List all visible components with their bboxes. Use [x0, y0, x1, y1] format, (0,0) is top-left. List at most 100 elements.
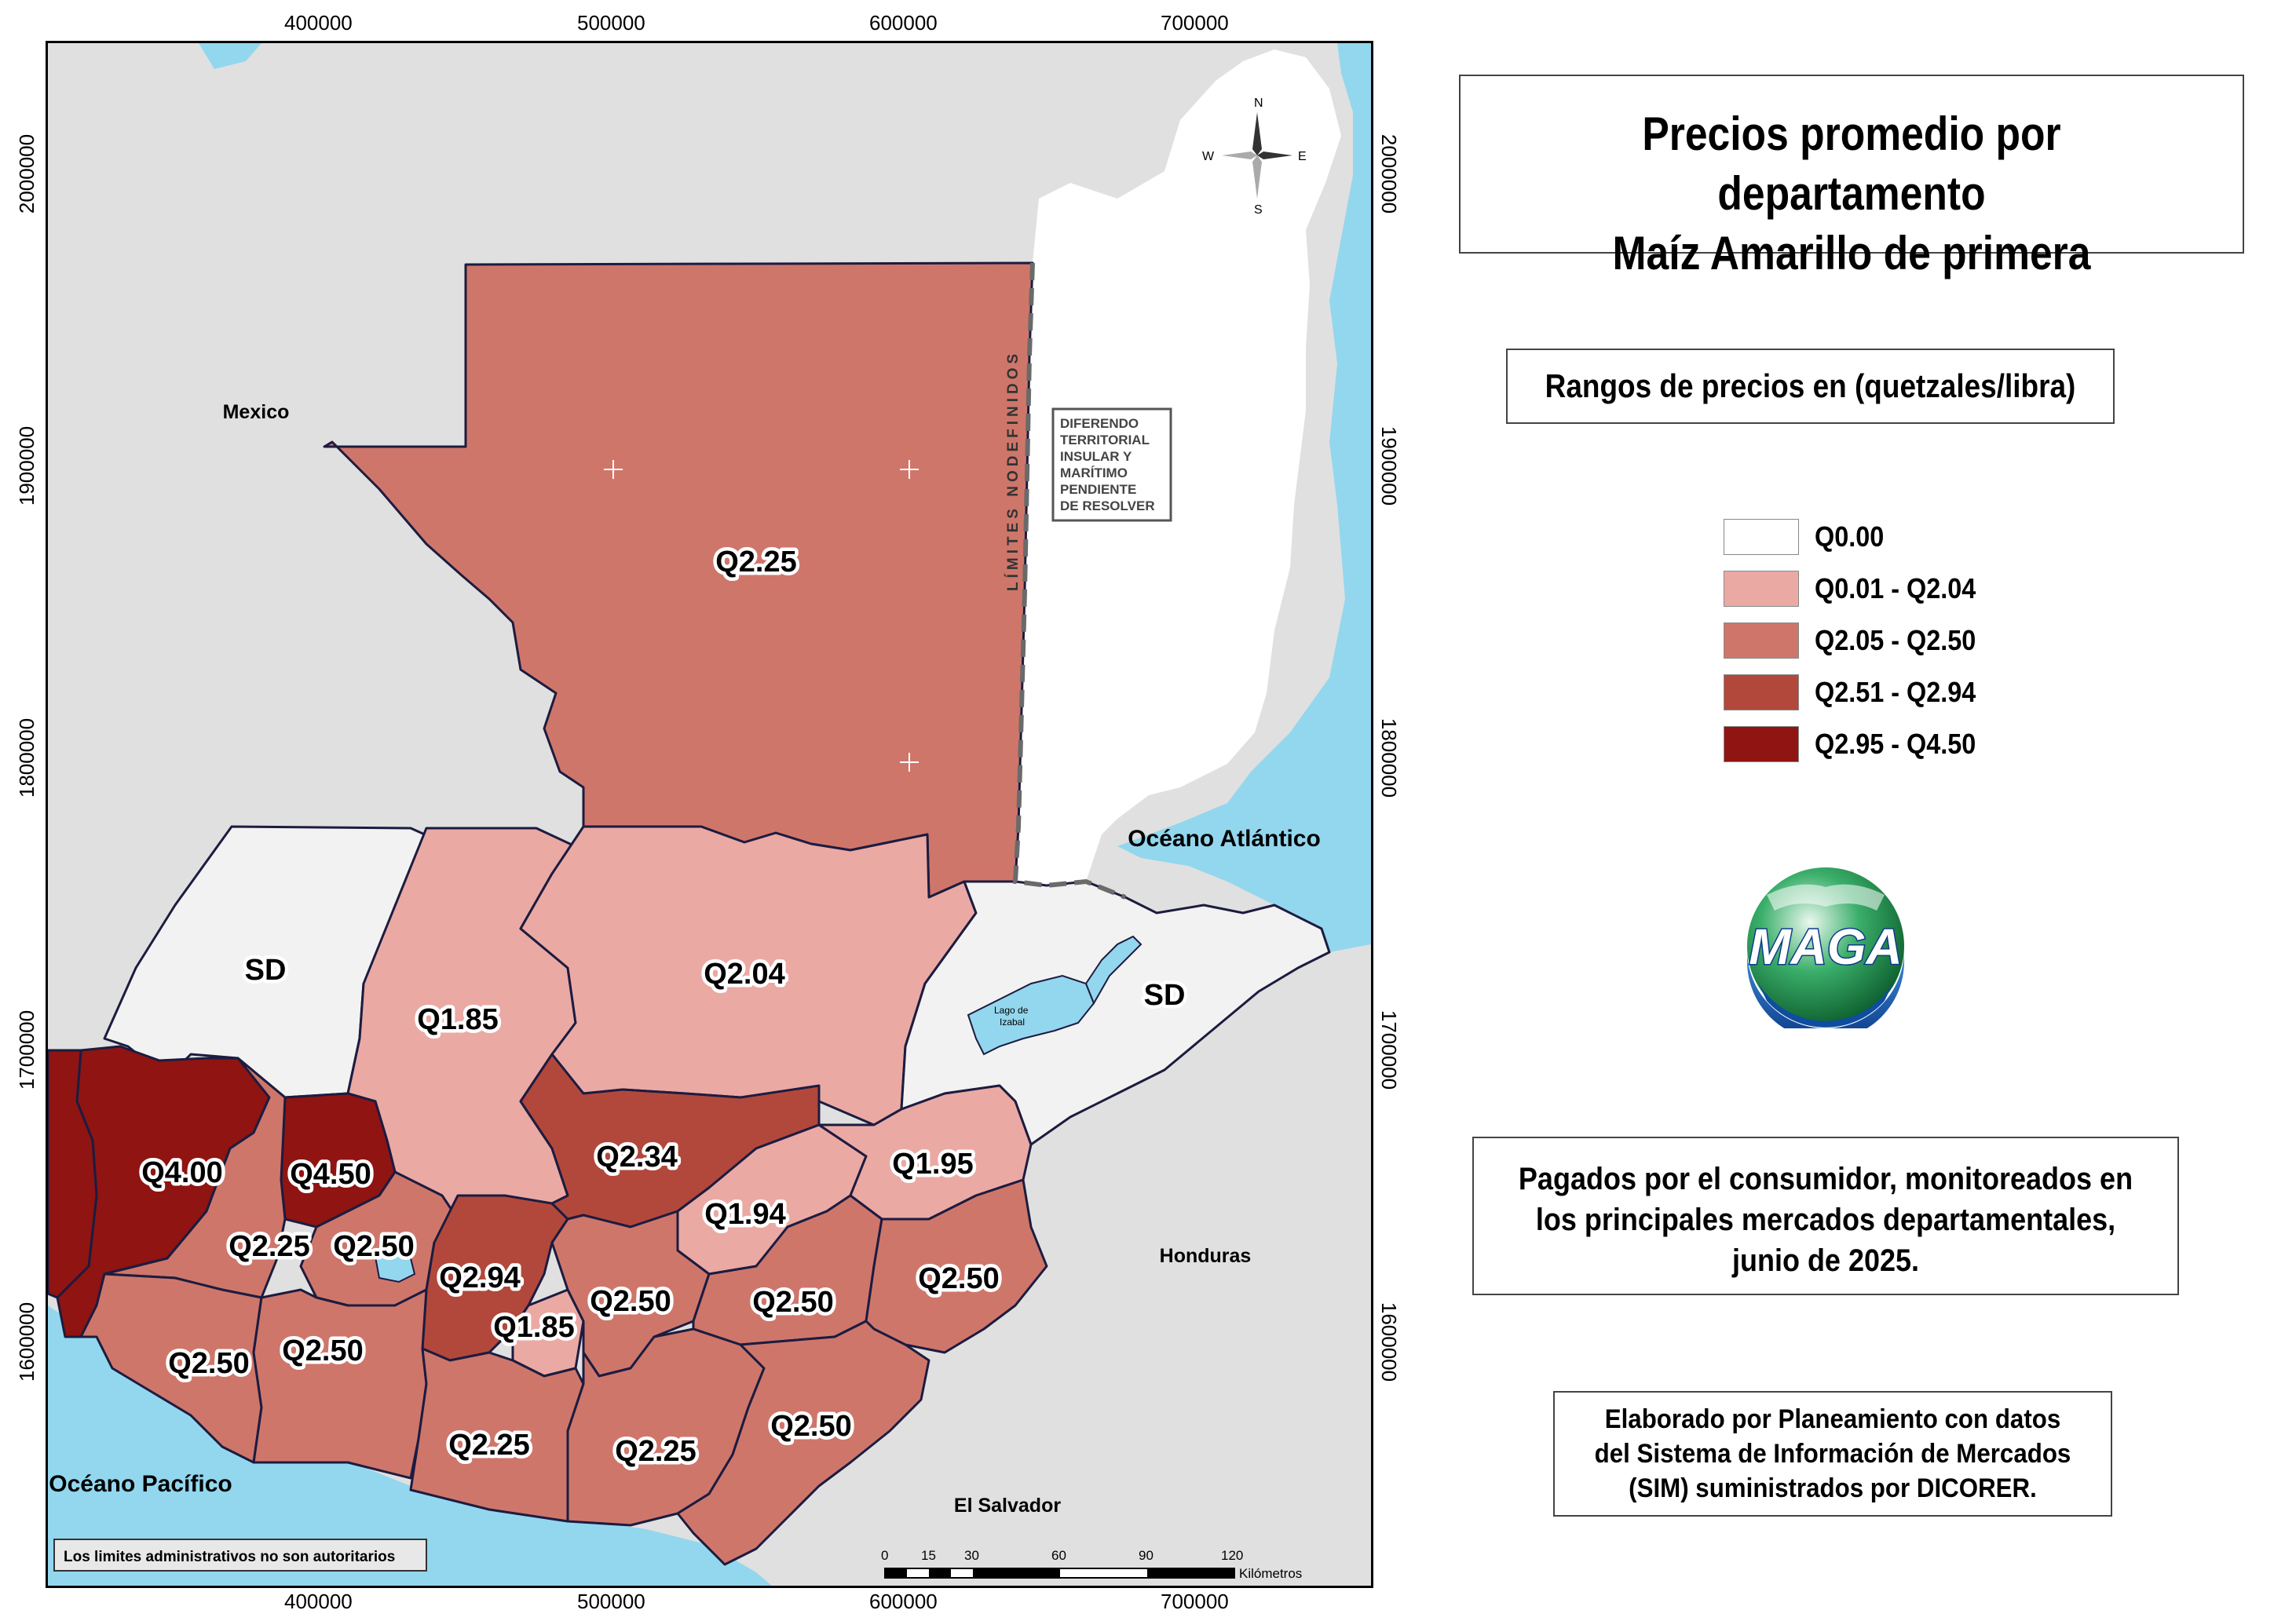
price-quetzaltenango: Q2.25 — [229, 1230, 310, 1263]
legend-label-4: Q2.95 - Q4.50 — [1815, 728, 1976, 760]
legend-item-0: Q0.00 — [1724, 518, 1892, 556]
compass-n: N — [1254, 97, 1263, 110]
label-lago-izabal-2: Izabal — [1000, 1017, 1025, 1028]
scale-tick-120: 120 — [1221, 1548, 1243, 1563]
y-tick-right-2000000: 2000000 — [1377, 133, 1402, 214]
legend-swatch-0 — [1724, 519, 1799, 555]
legend-label-2: Q2.05 - Q2.50 — [1815, 624, 1976, 656]
note-line-2: los principales mercados departamentales… — [1535, 1203, 2116, 1237]
legend-item-2: Q2.05 - Q2.50 — [1724, 622, 1994, 659]
legend-title: Rangos de precios en (quetzales/libra) — [1545, 367, 2076, 404]
price-guatemala: Q2.50 — [590, 1285, 671, 1318]
price-el-progreso: Q1.94 — [704, 1198, 786, 1231]
scale-tick-0: 0 — [881, 1548, 888, 1563]
price-sacatepequez: Q1.85 — [493, 1311, 575, 1344]
map-title-line-1: Precios promedio por departamento — [1642, 108, 2061, 220]
y-tick-right-1900000: 1900000 — [1377, 425, 1402, 506]
maga-logo-text: MAGA — [1749, 918, 1903, 975]
price-san-marcos: Q4.00 — [141, 1156, 223, 1189]
disclaimer-text: Los limites administrativos no son autor… — [64, 1549, 395, 1565]
x-tick-bottom-700000: 700000 — [1161, 1590, 1229, 1613]
compass-w: W — [1202, 150, 1215, 163]
compass-s: S — [1254, 203, 1263, 217]
scale-bar: 0 15 30 60 90 120 Kilómetros — [881, 1548, 1302, 1581]
diferendo-line-3: INSULAR Y — [1060, 449, 1132, 464]
scale-tick-30: 30 — [964, 1548, 979, 1563]
label-oceano-pacifico: Océano Pacífico — [49, 1471, 232, 1497]
dept-jutiapa[interactable] — [676, 1320, 930, 1566]
price-izabal: SD — [1144, 979, 1186, 1012]
label-oceano-atlantico: Océano Atlántico — [1128, 826, 1321, 852]
diferendo-line-2: TERRITORIAL — [1060, 433, 1150, 447]
legend-label-3: Q2.51 - Q2.94 — [1815, 676, 1976, 708]
y-tick-left-1600000: 1600000 — [15, 1302, 39, 1382]
scale-tick-60: 60 — [1051, 1548, 1066, 1563]
belize — [1015, 49, 1341, 885]
label-el-salvador: El Salvador — [954, 1495, 1061, 1517]
y-tick-right-1600000: 1600000 — [1377, 1302, 1402, 1382]
diferendo-line-6: DE RESOLVER — [1060, 498, 1155, 513]
legend-item-3: Q2.51 - Q2.94 — [1724, 674, 1994, 711]
legend-swatch-1 — [1724, 571, 1799, 607]
disclaimer-box: Los limites administrativos no son autor… — [53, 1539, 427, 1572]
atlantic-ocean — [1117, 43, 1371, 952]
price-chiquimula: Q2.50 — [918, 1262, 1000, 1295]
grid-crosses — [604, 168, 1211, 772]
map-frame: .lbl { font-family: "Liberation Sans", s… — [46, 41, 1373, 1588]
scale-tick-15: 15 — [921, 1548, 936, 1563]
y-tick-left-1900000: 1900000 — [15, 425, 39, 506]
credit-line-2: del Sistema de Información de Mercados — [1594, 1439, 2071, 1469]
gulf-of-mexico — [199, 43, 261, 69]
dept-suchitepequez[interactable] — [252, 1288, 428, 1480]
label-mexico: Mexico — [223, 401, 290, 423]
x-tick-top-400000: 400000 — [284, 11, 353, 35]
x-tick-bottom-500000: 500000 — [577, 1590, 645, 1613]
compass-e: E — [1298, 150, 1307, 163]
dept-huehuetenango-west-strip — [48, 1049, 98, 1299]
price-jalapa: Q2.50 — [752, 1286, 834, 1319]
credit-box: Elaborado por Planeamiento con datos del… — [1553, 1391, 2112, 1517]
x-tick-top-500000: 500000 — [577, 11, 645, 35]
price-suchitepequez: Q2.50 — [282, 1334, 364, 1367]
x-tick-bottom-400000: 400000 — [284, 1590, 353, 1613]
note-line-1: Pagados por el consumidor, monitoreados … — [1518, 1162, 2133, 1196]
price-chimaltenango: Q2.94 — [439, 1261, 521, 1294]
price-baja-verapaz: Q2.34 — [596, 1141, 678, 1174]
y-tick-left-2000000: 2000000 — [15, 133, 39, 214]
price-huehuetenango: SD — [245, 954, 287, 987]
legend-item-1: Q0.01 - Q2.04 — [1724, 570, 1994, 608]
lago-izabal-channel — [1084, 935, 1143, 1006]
x-tick-top-600000: 600000 — [869, 11, 938, 35]
note-line-3: junio de 2025. — [1731, 1243, 1920, 1278]
lago-atitlan — [374, 1249, 416, 1283]
maga-logo: MAGA — [1747, 867, 1904, 1028]
limites-nodefinidos-line — [1012, 262, 1127, 900]
map-canvas: .lbl { font-family: "Liberation Sans", s… — [48, 43, 1371, 1586]
diferendo-line-1: DIFERENDO — [1060, 416, 1139, 431]
price-jutiapa: Q2.50 — [770, 1410, 852, 1443]
y-tick-right-1800000: 1800000 — [1377, 717, 1402, 798]
label-honduras: Honduras — [1160, 1245, 1252, 1267]
lago-izabal — [967, 974, 1095, 1056]
label-limites-nodefinidos: LÍMITES NODEFINIDOS — [1004, 350, 1022, 591]
credit-line-3: (SIM) suministrados por DICORER. — [1629, 1473, 2037, 1503]
legend-item-4: Q2.95 - Q4.50 — [1724, 725, 1994, 763]
price-zacapa: Q1.95 — [892, 1148, 974, 1181]
dept-peten[interactable] — [323, 261, 1034, 899]
y-tick-left-1700000: 1700000 — [15, 1009, 39, 1090]
dept-retalhuleu[interactable] — [79, 1272, 263, 1464]
pacific-ocean — [48, 1305, 772, 1586]
price-santa-rosa: Q2.25 — [615, 1435, 696, 1468]
diferendo-box: DIFERENDO TERRITORIAL INSULAR Y MARÍTIMO… — [1051, 407, 1172, 522]
legend-swatch-3 — [1724, 674, 1799, 710]
scale-tick-90: 90 — [1139, 1548, 1153, 1563]
credit-line-1: Elaborado por Planeamiento con datos — [1604, 1404, 2061, 1434]
x-tick-bottom-600000: 600000 — [869, 1590, 938, 1613]
diferendo-line-5: PENDIENTE — [1060, 482, 1136, 497]
label-lago-izabal-1: Lago de — [994, 1005, 1029, 1016]
legend-swatch-4 — [1724, 726, 1799, 762]
price-peten: Q2.25 — [715, 546, 797, 579]
y-tick-left-1800000: 1800000 — [15, 717, 39, 798]
price-quiche: Q1.85 — [417, 1003, 499, 1036]
price-solola: Q2.50 — [333, 1230, 415, 1263]
